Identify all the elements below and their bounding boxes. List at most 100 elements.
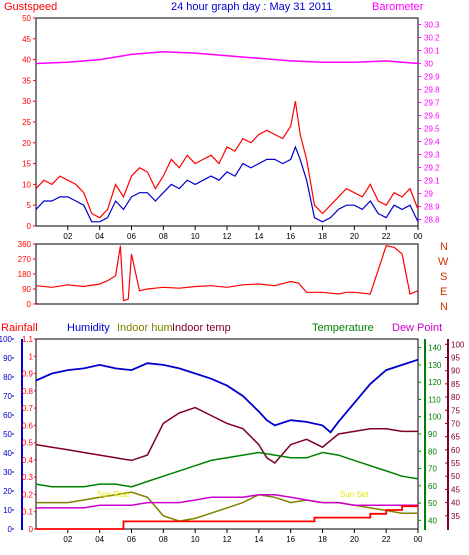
temp-axis-tick-label-5: 90 <box>428 430 437 439</box>
temp-axis-tick-label-10: 140 <box>428 344 442 353</box>
gust-axis-tick-label-8: 40 <box>22 56 31 65</box>
rain-axis-tick-label-2: 20 <box>3 487 12 496</box>
x-tick-label-4: 10 <box>191 535 200 544</box>
compass-s: S <box>440 271 447 283</box>
hum-axis-tick-label-5: 0.5 <box>22 439 34 448</box>
rainfall-axis: 0 10 20 30 40 50 60 70 80 90 100 <box>0 335 14 534</box>
x-tick-label-0: 02 <box>63 535 72 544</box>
humidity-axis: 0 0.1 0.2 0.3 0.4 0.5 0.6 0.7 0.8 0.9 1 1.1 <box>22 335 36 534</box>
direction-axis: 0 90 180 270 360 <box>18 240 36 309</box>
gust-axis-tick-label-1: 5 <box>27 201 32 210</box>
x-tick-label-2: 06 <box>127 232 136 241</box>
dew-axis-tick-label-11: 90 <box>451 367 460 376</box>
dir-axis-tick-label-3: 270 <box>18 255 32 264</box>
dew-axis-tick-label-13: 100 <box>451 340 465 349</box>
direction-plot-frame <box>35 243 419 305</box>
temp-axis-tick-label-7: 110 <box>428 395 441 404</box>
x-tick-label-1: 04 <box>95 232 104 241</box>
direction-series <box>35 245 419 302</box>
baro-axis-tick-label-11: 29.9 <box>424 73 440 82</box>
x-tick-label-6: 14 <box>254 535 263 544</box>
dew-axis-tick-label-8: 75 <box>451 406 460 415</box>
temp-axis-tick-label-4: 80 <box>428 447 437 456</box>
gustspeed-label: Gustspeed <box>4 1 57 13</box>
dir-axis-tick-label-0: 0 <box>27 300 32 309</box>
temp-axis-tick-label-6: 100 <box>428 413 442 422</box>
rain-axis-tick-label-5: 50 <box>3 430 12 439</box>
dew-axis-tick-label-3: 50 <box>451 472 460 481</box>
climate-time-axis: 02 04 06 08 10 12 14 16 18 20 22 00 <box>63 529 423 544</box>
gust-axis-tick-label-3: 15 <box>22 160 31 169</box>
hum-axis-tick-label-1: 0.1 <box>22 508 34 517</box>
hum-axis-tick-label-3: 0.3 <box>22 473 34 482</box>
rain-axis-tick-label-6: 60 <box>3 411 12 420</box>
dew-axis-tick-label-10: 85 <box>451 380 460 389</box>
dew-point-axis: 35 40 45 50 55 60 65 70 75 80 85 90 95 100 <box>445 340 465 521</box>
x-tick-label-6: 14 <box>254 232 263 241</box>
barometer-axis: 28.8 28.9 29 29.1 29.2 29.3 29.4 29.5 29.6 29.7 29… <box>418 21 440 225</box>
baro-axis-tick-label-9: 29.7 <box>424 99 440 108</box>
dew-axis-tick-label-9: 80 <box>451 393 460 402</box>
rain-axis-tick-label-4: 40 <box>3 449 12 458</box>
chart-title: 24 hour graph day : May 31 2011 <box>171 1 332 13</box>
x-tick-label-7: 16 <box>286 535 295 544</box>
baro-axis-tick-label-13: 30.1 <box>424 47 440 56</box>
gust-axis-tick-label-0: 0 <box>27 222 32 231</box>
baro-axis-tick-label-8: 29.6 <box>424 112 440 121</box>
dew-axis-tick-label-7: 70 <box>451 419 460 428</box>
rain-axis-tick-label-8: 80 <box>3 373 12 382</box>
x-tick-label-2: 06 <box>127 535 136 544</box>
gustspeed-line <box>35 101 419 219</box>
windspeed-line <box>35 145 419 223</box>
indoor-temp-label: Indoor temp <box>172 322 231 334</box>
temperature-label: Temperature <box>312 322 374 334</box>
temperature-axis: 40 50 60 70 80 90 100 110 120 130 140 <box>418 344 442 525</box>
wind-direction-line <box>35 245 419 302</box>
rain-axis-tick-label-9: 90 <box>3 354 12 363</box>
baro-axis-tick-label-3: 29.1 <box>424 177 440 186</box>
humidity-label: Humidity <box>67 322 110 334</box>
baro-axis-tick-label-5: 29.3 <box>424 151 440 160</box>
baro-axis-tick-label-4: 29.2 <box>424 164 440 173</box>
hum-axis-tick-label-6: 0.6 <box>22 421 34 430</box>
compass-n-bottom: N <box>440 301 448 313</box>
temp-axis-tick-label-9: 130 <box>428 361 442 370</box>
hum-axis-tick-label-2: 0.2 <box>22 490 34 499</box>
rainfall-line <box>36 505 418 530</box>
x-tick-label-7: 16 <box>286 232 295 241</box>
gust-axis: 0 5 10 15 20 25 30 35 40 45 50 <box>22 14 36 231</box>
baro-axis-tick-label-12: 30 <box>424 60 433 69</box>
sunset-annotation: Sun Set <box>340 490 369 499</box>
x-tick-label-3: 08 <box>159 232 168 241</box>
dew-axis-tick-label-4: 55 <box>451 459 460 468</box>
temp-axis-tick-label-1: 50 <box>428 499 437 508</box>
wind-plot-frame <box>35 17 419 227</box>
rain-axis-tick-label-0: 0 <box>8 525 13 534</box>
hum-axis-tick-label-10: 1 <box>29 352 34 361</box>
dir-axis-tick-label-4: 360 <box>18 240 32 249</box>
baro-axis-tick-label-7: 29.5 <box>424 125 440 134</box>
baro-axis-tick-label-14: 30.2 <box>424 34 440 43</box>
x-tick-label-8: 18 <box>318 535 327 544</box>
compass-e: E <box>440 286 447 298</box>
wind-panel: Gustspeed 24 hour graph day : May 31 201… <box>4 1 440 241</box>
x-tick-label-11: 00 <box>414 535 423 544</box>
barometer-label: Barometer <box>372 1 424 13</box>
temperature-line <box>35 451 419 488</box>
x-tick-label-8: 18 <box>318 232 327 241</box>
gust-axis-tick-label-5: 25 <box>22 118 31 127</box>
climate-panel: Rainfall Humidity Indoor hum Indoor temp… <box>0 322 465 544</box>
x-tick-label-10: 22 <box>382 232 391 241</box>
x-tick-label-10: 22 <box>382 535 391 544</box>
x-tick-label-3: 08 <box>159 535 168 544</box>
temp-axis-tick-label-0: 40 <box>428 516 437 525</box>
sunrise-annotation: Sun Rise <box>97 490 130 499</box>
dir-axis-tick-label-2: 180 <box>18 270 32 279</box>
hum-axis-tick-label-0: 0 <box>29 525 34 534</box>
indoor-hum-label: Indoor hum <box>117 322 173 334</box>
temp-axis-tick-label-2: 60 <box>428 482 437 491</box>
rain-axis-tick-label-7: 70 <box>3 392 12 401</box>
dew-point-line <box>36 493 418 509</box>
x-tick-label-4: 10 <box>191 232 200 241</box>
hum-axis-tick-label-8: 0.8 <box>22 387 34 396</box>
